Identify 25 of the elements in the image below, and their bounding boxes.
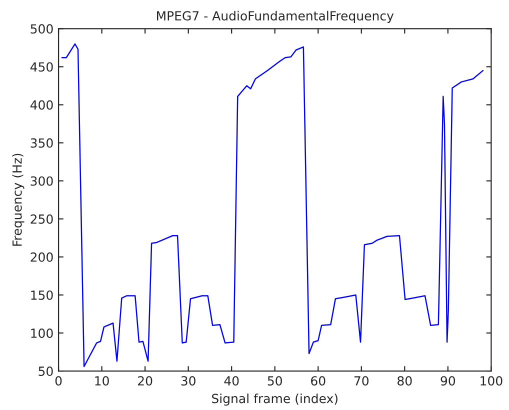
y-tick-label: 50 <box>38 366 53 376</box>
y-tick-label: 350 <box>30 138 53 148</box>
x-tick-label: 100 <box>480 376 502 386</box>
chart-title: MPEG7 - AudioFundamentalFrequency <box>156 10 394 23</box>
x-tick-label: 90 <box>440 376 456 386</box>
y-tick-label: 150 <box>31 290 53 300</box>
x-tick-label: 0 <box>55 376 62 386</box>
x-tick-label: 60 <box>311 376 326 386</box>
y-tick-label: 500 <box>30 24 53 34</box>
x-axis-title: Signal frame (index) <box>212 394 338 406</box>
x-tick-label: 40 <box>224 376 239 386</box>
y-tick-label: 250 <box>30 214 53 224</box>
y-axis-title: Frequency (Hz) <box>12 154 24 246</box>
x-tick-label: 50 <box>268 376 282 386</box>
x-tick-label: 80 <box>398 376 412 386</box>
y-tick-label: 300 <box>30 176 53 186</box>
y-tick-label: 400 <box>30 100 53 110</box>
y-tick-label: 100 <box>31 328 53 338</box>
x-tick-label: 20 <box>138 376 152 386</box>
y-tick-label: 450 <box>30 62 53 72</box>
x-tick-label: 10 <box>95 376 109 386</box>
x-tick-label: 70 <box>354 376 369 386</box>
x-tick-label: 30 <box>181 376 196 386</box>
y-tick-label: 200 <box>30 252 53 262</box>
line-series <box>61 43 484 368</box>
